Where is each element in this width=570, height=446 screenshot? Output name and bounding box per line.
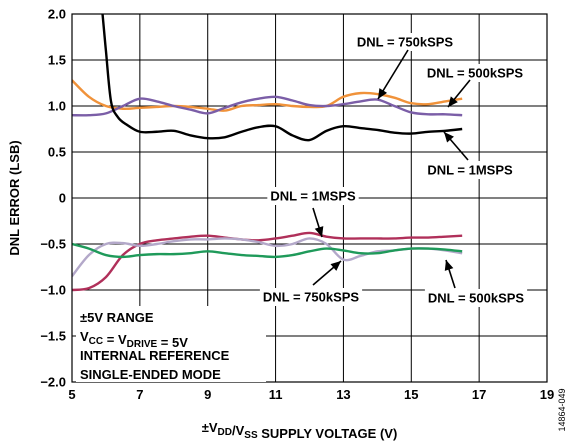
y-tick-label: −1.5 [40,329,66,344]
annotations-layer: DNL = 750kSPS DNL = 500kSPS DNL = 1MSPS DNL… [259,33,528,307]
annotation-background [424,161,516,179]
annotation-label: DNL = 1MSPS [270,189,356,204]
axes: 2.0 1.5 1.0 0.5 0 −0.5 −1.0 −1.5 −2.05 7 9 11 13 15 17… [40,7,554,403]
subscript: SS [244,430,258,441]
y-tick-label: −1.0 [40,283,66,298]
annotation-callout: DNL = 500kSPS [424,259,528,307]
conditions-line-mode: SINGLE-ENDED MODE [80,367,221,382]
annotation-arrowhead [444,260,454,271]
annotation-label: DNL = 1MSPS [427,163,513,178]
figure-number: 14864-049 [557,388,567,431]
annotation-background [424,289,528,307]
x-tick-label: 13 [336,387,350,402]
annotation-callout: DNL = 750kSPS [353,33,457,100]
x-tick-label: 5 [68,387,75,402]
axis-labels: DNL ERROR (LSB) ±VDD/VSS SUPPLY VOLTAGE (… [7,140,567,441]
annotation-background [259,288,363,306]
annotation-label: DNL = 500kSPS [427,66,524,81]
annotation-callout: DNL = 750kSPS [259,260,363,306]
x-tick-label: 9 [204,387,211,402]
series-layer [72,14,463,292]
annotation-arrowhead [314,226,324,237]
axis-title-text: SUPPLY VOLTAGE (V) [258,426,398,441]
annotation-background [267,187,359,205]
annotation-label: DNL = 500kSPS [428,291,525,306]
y-tick-label: 0 [59,191,66,206]
conditions-background [76,306,266,382]
annotation-arrowhead [330,261,341,271]
y-tick-label: −2.0 [40,375,66,390]
y-tick-label: 0.5 [48,145,66,160]
x-tick-label: 7 [136,387,143,402]
annotation-arrowhead [378,88,388,99]
conditions-text: V [80,329,89,344]
axis-title-text: ±V [202,420,218,435]
annotation-background [423,64,527,82]
series-line-negative-dnl-1msps [72,231,463,292]
annotation-callout: DNL = 1MSPS [267,187,359,238]
y-tick-label: −0.5 [40,237,66,252]
subscript: DD [218,427,232,438]
annotation-label: DNL = 750kSPS [357,35,454,50]
annotation-label: DNL = 750kSPS [263,290,360,305]
annotation-arrowhead [448,96,458,107]
x-tick-label: 15 [404,387,418,402]
x-tick-label: 11 [269,387,283,402]
series-line-positive-dnl-750ksps [72,79,463,112]
x-tick-label: 19 [540,387,554,402]
y-tick-label: 1.5 [48,53,66,68]
series-line-negative-dnl-500ksps [72,242,463,259]
conditions-line-range: ±5V RANGE [80,310,154,325]
series-line-positive-dnl-500ksps [72,95,463,117]
conditions-line-reference: INTERNAL REFERENCE [80,348,230,363]
subscript: CC [89,336,103,347]
conditions-text: = V [103,332,127,347]
x-tick-label: 17 [472,387,486,402]
series-line-positive-dnl-1msps [101,14,463,142]
conditions-text: = 5V [157,335,188,350]
y-tick-label: 1.0 [48,99,66,114]
annotation-callout: DNL = 1MSPS [424,131,516,179]
x-axis-title: ±VDD/VSS SUPPLY VOLTAGE (V) [202,420,398,441]
conditions-line-supply: VCC = VDRIVE = 5V [80,329,188,350]
subscript: DRIVE [127,339,158,350]
annotation-arrowhead [444,132,454,143]
y-tick-label: 2.0 [48,7,66,22]
plot-frame [71,13,548,383]
annotation-callout: DNL = 500kSPS [423,64,527,108]
axis-title-text: /V [232,423,245,438]
y-axis-title: DNL ERROR (LSB) [7,140,22,255]
annotation-background [353,33,457,51]
